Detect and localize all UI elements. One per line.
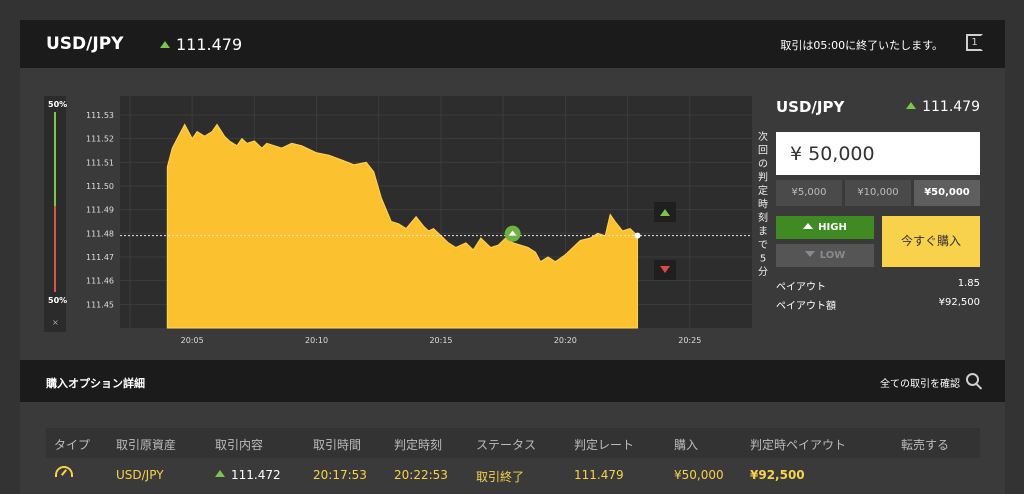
- y-tick-label: 111.50: [86, 182, 114, 191]
- col-asset: 取引原資産: [116, 438, 177, 452]
- cell-time: 20:17:53: [313, 468, 367, 482]
- x-tick-label: 20:15: [429, 336, 452, 345]
- payout-amount-label: ペイアウト額: [776, 301, 836, 312]
- app-frame: USD/JPY 111.479 取引は05:00に終了いたします。 1 50% …: [20, 0, 1005, 494]
- payout-amount-value: ¥92,500: [938, 297, 980, 308]
- current-rate-dot: [634, 232, 641, 239]
- up-arrow-icon: [803, 223, 814, 229]
- gauge-high-bar: [54, 112, 56, 206]
- up-arrow-icon: [160, 41, 170, 48]
- high-label: HIGH: [818, 222, 847, 233]
- header-price-value: 111.479: [176, 35, 243, 54]
- cell-purchase: ¥50,000: [674, 468, 724, 482]
- low-button[interactable]: LOW: [776, 244, 874, 267]
- up-arrow-icon: [906, 102, 917, 109]
- options-title: 購入オプション詳細: [46, 377, 145, 390]
- preset-50000[interactable]: ¥50,000: [914, 180, 980, 206]
- cell-rate: 111.479: [574, 468, 624, 482]
- col-status: ステータス: [476, 438, 537, 452]
- view-all-trades-link[interactable]: 全ての取引を確認: [880, 379, 960, 390]
- up-arrow-icon: [215, 470, 225, 477]
- price-area-series: [166, 123, 639, 329]
- x-tick-label: 20:25: [678, 336, 701, 345]
- col-content: 取引内容: [215, 438, 264, 452]
- col-type: タイプ: [54, 438, 91, 452]
- header-pair: USD/JPY: [46, 34, 124, 54]
- price-chart: 111.53 111.52 111.51 111.50 111.49 111.48 111.…: [86, 96, 768, 345]
- amount-input[interactable]: [776, 132, 980, 175]
- window-icon[interactable]: 1: [966, 34, 983, 51]
- gauge-low-bar: [54, 206, 56, 292]
- cell-judge-time: 20:22:53: [394, 468, 448, 482]
- low-hint-icon: [660, 266, 670, 273]
- preset-10000[interactable]: ¥10,000: [845, 180, 911, 206]
- x-tick-label: 20:10: [305, 336, 328, 345]
- high-button[interactable]: HIGH: [776, 216, 874, 239]
- table-header: タイプ 取引原資産 取引内容 取引時間 判定時刻 ステータス 判定レート 購入 …: [46, 428, 980, 458]
- y-tick-label: 111.53: [86, 111, 114, 120]
- deadline-char: 刻: [758, 211, 768, 224]
- y-tick-label: 111.45: [86, 300, 114, 309]
- x-tick-label: 20:05: [181, 336, 204, 345]
- y-tick-label: 111.51: [86, 158, 114, 167]
- gauge-bottom-label: 50%: [48, 296, 68, 305]
- order-pair: USD/JPY: [776, 98, 845, 116]
- high-hint-icon: [660, 209, 670, 216]
- y-tick-label: 111.46: [86, 277, 114, 286]
- col-judge-time: 判定時刻: [394, 438, 443, 452]
- payout-value: 1.85: [957, 278, 980, 289]
- down-arrow-icon: [804, 251, 815, 257]
- options-header: 購入オプション詳細 全ての取引を確認: [20, 360, 1005, 402]
- cell-status: 取引終了: [476, 470, 525, 484]
- deadline-char: ま: [758, 226, 768, 238]
- top-strip: [20, 0, 1005, 20]
- deadline-char: 時: [758, 199, 768, 211]
- cell-asset: USD/JPY: [116, 468, 164, 482]
- gauge-top-label: 50%: [48, 100, 68, 109]
- deadline-char: 5: [760, 254, 766, 265]
- speedometer-icon: [55, 466, 73, 477]
- header-price: 111.479: [160, 35, 242, 54]
- deadline-char: 分: [758, 266, 768, 278]
- order-price-value: 111.479: [922, 99, 980, 115]
- deadline-char: で: [758, 240, 768, 251]
- col-payout: 判定時ペイアウト: [750, 438, 847, 452]
- deadline-char: 回: [758, 145, 768, 157]
- deadline-char: 定: [758, 184, 768, 197]
- y-tick-label: 111.47: [86, 253, 114, 262]
- trade-panel: 50% 50% × 111.53 111.52 111.51 111.50 111.49…: [20, 68, 1005, 360]
- sentiment-gauge: 50% 50% ×: [44, 96, 68, 332]
- cell-content-value: 111.472: [231, 468, 281, 482]
- cell-content: 111.472: [215, 468, 281, 482]
- col-time: 取引時間: [313, 438, 362, 452]
- deadline-char: 次: [758, 130, 768, 143]
- amount-presets: ¥5,000 ¥10,000 ¥50,000: [776, 180, 980, 206]
- entry-up-arrow-icon: [508, 230, 517, 236]
- y-tick-label: 111.48: [86, 229, 114, 238]
- gauge-close-icon[interactable]: ×: [52, 318, 59, 327]
- closing-notice: 取引は05:00に終了いたします。: [780, 39, 943, 52]
- asset-header: USD/JPY 111.479 取引は05:00に終了いたします。 1: [20, 20, 1005, 68]
- cell-payout: ¥92,500: [750, 468, 805, 482]
- preset-5000[interactable]: ¥5,000: [776, 180, 842, 206]
- payout-row: ペイアウト 1.85: [776, 278, 980, 293]
- deadline-char: 判: [758, 172, 768, 184]
- y-tick-label: 111.52: [86, 135, 114, 144]
- buy-now-button[interactable]: 今すぐ購入: [882, 216, 980, 267]
- order-price: 111.479: [906, 99, 980, 115]
- search-icon[interactable]: [966, 373, 979, 386]
- col-rate: 判定レート: [574, 438, 635, 452]
- col-resell: 転売する: [901, 438, 950, 452]
- x-tick-label: 20:20: [554, 336, 577, 345]
- payout-amount-row: ペイアウト額 ¥92,500: [776, 297, 980, 312]
- col-purchase: 購入: [674, 438, 699, 452]
- payout-label: ペイアウト: [776, 282, 826, 293]
- y-tick-label: 111.49: [86, 206, 114, 215]
- deadline-char: の: [758, 159, 768, 170]
- low-label: LOW: [819, 250, 846, 261]
